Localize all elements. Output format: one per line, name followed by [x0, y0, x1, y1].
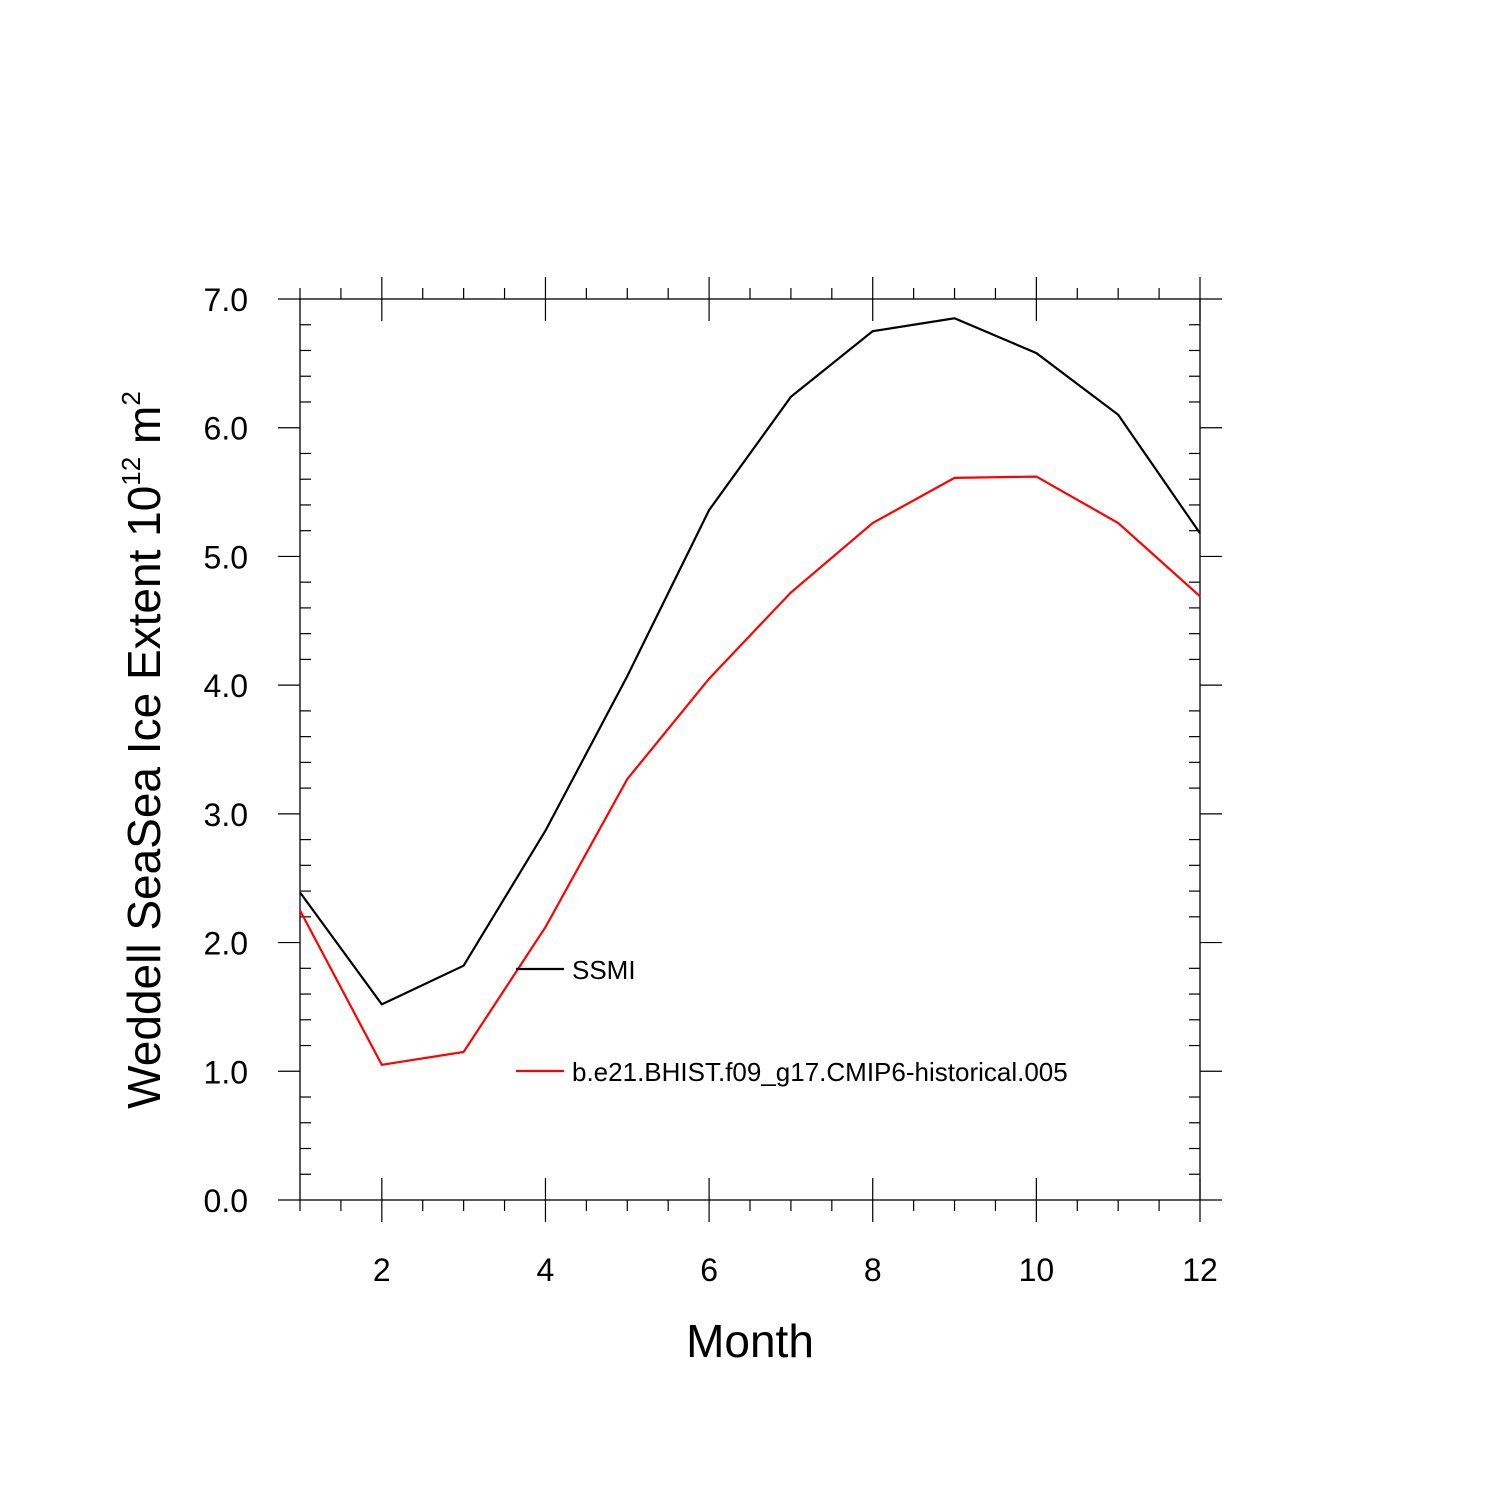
series-lines — [299, 317, 1201, 1067]
y-axis-title-unit: m — [118, 406, 170, 457]
y-tick-label: 1.0 — [204, 1054, 248, 1090]
x-tick-label: 8 — [864, 1252, 882, 1288]
x-tick-label: 12 — [1182, 1252, 1218, 1288]
y-tick-label: 2.0 — [204, 926, 248, 962]
y-tick-label: 5.0 — [204, 539, 248, 575]
minor-ticks — [299, 288, 1200, 1211]
y-tick-label: 3.0 — [204, 797, 248, 833]
x-axis-title: Month — [686, 1315, 814, 1367]
x-tick-label: 6 — [700, 1252, 718, 1288]
y-axis-title-exponent-1: 12 — [116, 457, 146, 486]
legend-label-model: b.e21.BHIST.f09_g17.CMIP6-historical.005 — [572, 1057, 1068, 1087]
y-tick-label: 6.0 — [204, 411, 248, 447]
y-axis-title-main: Weddell SeaSea Ice Extent 10 — [118, 486, 170, 1109]
x-tick-label: 10 — [1019, 1252, 1055, 1288]
series-line-1 — [299, 475, 1201, 1067]
y-tick-label: 7.0 — [204, 282, 248, 318]
legend-label-ssmi: SSMI — [572, 955, 636, 985]
x-tick-label: 4 — [537, 1252, 555, 1288]
y-tick-label: 4.0 — [204, 668, 248, 704]
x-tick-label: 2 — [373, 1252, 391, 1288]
y-axis-title: Weddell SeaSea Ice Extent 1012 m2 — [116, 391, 170, 1109]
x-tick-labels: 2 4 6 8 10 12 — [373, 1252, 1218, 1288]
plot-frame — [299, 298, 1201, 1201]
y-tick-label: 0.0 — [204, 1183, 248, 1219]
y-axis-title-exponent-2: 2 — [116, 391, 146, 405]
legend: SSMI b.e21.BHIST.f09_g17.CMIP6-historica… — [516, 955, 1068, 1087]
series-line-0 — [299, 317, 1201, 1006]
y-tick-labels: 0.0 1.0 2.0 3.0 4.0 5.0 6.0 7.0 — [204, 282, 248, 1219]
